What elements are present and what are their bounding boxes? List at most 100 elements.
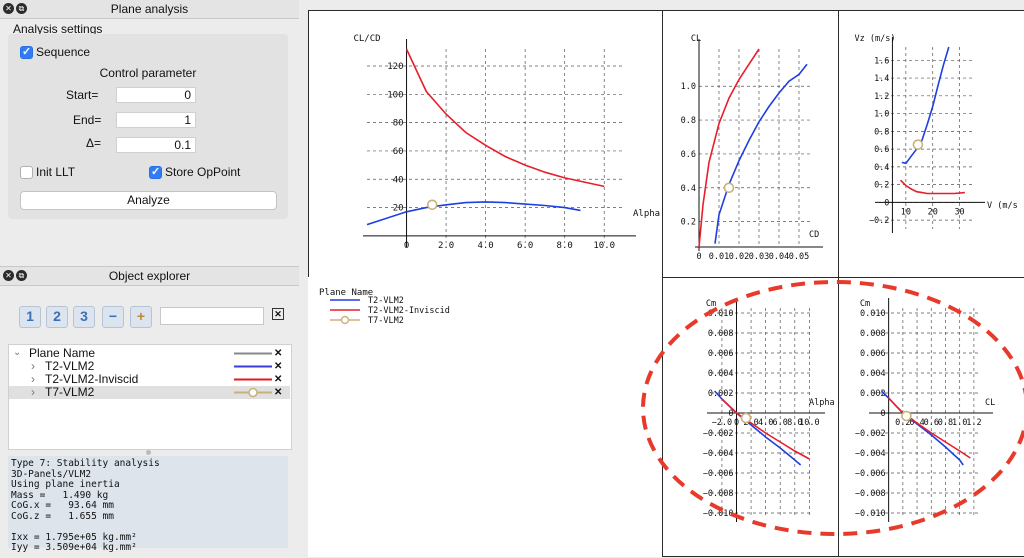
filter-input[interactable] bbox=[160, 307, 264, 325]
analyze-button[interactable]: Analyze bbox=[20, 191, 277, 210]
collapse-button[interactable]: − bbox=[102, 306, 124, 328]
y-tick-label: 1.0 bbox=[874, 110, 889, 120]
y-axis-label: Cm bbox=[706, 299, 716, 309]
cm-vs-alpha-pane[interactable]: −2.0 0 2.0 4.0 6.0 8.0 10.0 −0.010 −0.008 −0.006−… bbox=[662, 277, 839, 557]
x-tick-label: 30 bbox=[954, 207, 964, 217]
cl-vs-cd-chart[interactable]: 0 0.01 0.02 0.03 0.04 0.05 0.2 0.4 0.6 0.8 1.0 CD CL bbox=[663, 11, 837, 276]
x-tick-label: 0 bbox=[734, 418, 739, 428]
x-axis-label: CL bbox=[985, 398, 995, 408]
y-tick-label: 0.4 bbox=[681, 184, 696, 194]
cm-vs-cl-pane[interactable]: 0.2 0.4 0.6 0.8 1.0 1.2 −0.010 −0.008 −0.006 −0.0… bbox=[838, 277, 1024, 557]
tree-item-t2-vlm2-inviscid[interactable]: › T2-VLM2-Inviscid ✕ bbox=[9, 373, 289, 386]
x-tick-label: 10.0 bbox=[799, 418, 819, 428]
x-tick-label: 0.05 bbox=[789, 252, 809, 262]
info-line: Using plane inertia bbox=[11, 479, 120, 490]
section-title: Analysis settings bbox=[13, 22, 103, 36]
tree-item-label: T7-VLM2 bbox=[45, 385, 95, 399]
float-icon[interactable]: ⧉ bbox=[16, 3, 27, 14]
expand-button[interactable]: + bbox=[130, 306, 152, 328]
x-tick-label: 1.0 bbox=[952, 418, 967, 428]
y-tick-label: 0.6 bbox=[681, 150, 696, 160]
store-oppoint-checkbox[interactable] bbox=[149, 165, 162, 179]
oppoint-marker bbox=[912, 139, 924, 150]
y-tick-label: 60 bbox=[393, 147, 404, 157]
legend-entry: T2-VLM2 bbox=[368, 296, 404, 306]
header-line-style bbox=[234, 352, 272, 355]
x-tick-label: 8.0 bbox=[557, 241, 573, 251]
y-tick-label: 0.004 bbox=[708, 369, 734, 379]
delete-icon[interactable]: ✕ bbox=[274, 348, 283, 359]
y-tick-label: 0 bbox=[881, 409, 886, 419]
oppoint-marker bbox=[901, 410, 912, 422]
x-tick-label: 0.2 bbox=[895, 418, 910, 428]
float-icon[interactable]: ⧉ bbox=[16, 270, 27, 281]
x-tick-label: 0.03 bbox=[749, 252, 769, 262]
store-oppoint-label: Store OpPoint bbox=[165, 165, 241, 179]
series-line-t2-vlm2 bbox=[714, 63, 808, 244]
chevron-right-icon[interactable]: › bbox=[31, 359, 35, 373]
x-tick-label: 10 bbox=[901, 207, 911, 217]
close-icon[interactable]: ✕ bbox=[3, 270, 14, 281]
series-line-t2-vlm2-inviscid bbox=[698, 48, 760, 248]
delete-icon[interactable]: ✕ bbox=[274, 387, 283, 398]
y-tick-label: 20 bbox=[393, 204, 404, 214]
y-tick-label: 0.010 bbox=[860, 309, 886, 319]
sequence-checkbox[interactable] bbox=[20, 45, 33, 59]
tree-item-t2-vlm2[interactable]: › T2-VLM2 ✕ bbox=[9, 360, 289, 373]
vz-vs-v-chart[interactable]: 10 20 30 −0.2 0 0.2 0.4 0.6 0.8 1.0 1.2 1.4 1.6 V (m/… bbox=[839, 11, 1023, 276]
delta-label: Δ= bbox=[86, 136, 102, 150]
clear-filter-icon[interactable]: ✕ bbox=[272, 308, 284, 320]
start-label: Start= bbox=[66, 88, 99, 102]
x-tick-label: 6.0 bbox=[517, 241, 533, 251]
oppoint-marker bbox=[426, 199, 438, 211]
y-tick-label: 0.002 bbox=[708, 389, 734, 399]
chevron-right-icon[interactable]: › bbox=[31, 385, 35, 399]
y-tick-label: 80 bbox=[393, 119, 404, 129]
chevron-down-icon[interactable]: ⌄ bbox=[13, 347, 22, 358]
y-tick-label: 0.006 bbox=[860, 349, 886, 359]
delete-icon[interactable]: ✕ bbox=[274, 361, 283, 372]
line-style-red bbox=[234, 378, 272, 381]
x-tick-label: 2.0 bbox=[438, 241, 454, 251]
info-line: Ixx = 1.795e+05 kg.mm² bbox=[11, 531, 137, 543]
init-llt-label: Init LLT bbox=[36, 165, 76, 179]
y-tick-label: 0 bbox=[728, 409, 733, 419]
init-llt-checkbox[interactable] bbox=[20, 166, 33, 179]
tree-header[interactable]: ⌄ Plane Name ✕ bbox=[9, 347, 289, 360]
y-tick-label: 0.6 bbox=[874, 145, 889, 155]
end-input[interactable]: 1 bbox=[116, 112, 196, 128]
tree-item-label: T2-VLM2-Inviscid bbox=[45, 372, 139, 386]
cm-vs-cl-chart[interactable]: 0.20.40.60.81.01.2−0.010−0.008−0.006−0.0… bbox=[839, 278, 1023, 555]
legend-title: Plane Name bbox=[319, 288, 373, 298]
start-input[interactable]: 0 bbox=[116, 87, 196, 103]
x-tick-label: −2.0 bbox=[712, 418, 732, 428]
info-line: Iyy = 3.509e+04 kg.mm² bbox=[11, 542, 137, 553]
x-tick-label: 0 bbox=[696, 252, 701, 262]
y-tick-label: −0.008 bbox=[855, 489, 886, 499]
plane-analysis-titlebar: ✕ ⧉ Plane analysis bbox=[0, 0, 299, 19]
splitter-handle[interactable] bbox=[146, 450, 151, 455]
y-tick-label: −0.002 bbox=[703, 429, 734, 439]
panel-title: Object explorer bbox=[108, 269, 191, 283]
sequence-label: Sequence bbox=[36, 45, 91, 59]
y-axis-label: CL bbox=[691, 34, 701, 44]
cl-cd-vs-alpha-chart[interactable]: 0 2.0 4.0 6.0 8.0 10.0 20 40 60 80 100 120 Alpha CL/C… bbox=[309, 11, 661, 276]
cl-cd-vs-alpha-pane[interactable]: 0 2.0 4.0 6.0 8.0 10.0 20 40 60 80 100 120 Alpha CL/C… bbox=[308, 10, 663, 278]
vz-vs-v-pane[interactable]: 10 20 30 −0.2 0 0.2 0.4 0.6 0.8 1.0 1.2 1.4 1.6 V (m/… bbox=[838, 10, 1024, 278]
plane-analysis-panel: ✕ ⧉ Plane analysis Analysis settings Seq… bbox=[0, 0, 299, 265]
tree-item-t7-vlm2[interactable]: › T7-VLM2 ✕ bbox=[9, 386, 290, 399]
x-tick-label: 0.01 bbox=[709, 252, 729, 262]
close-icon[interactable]: ✕ bbox=[3, 3, 14, 14]
series-line-t2-vlm2-inviscid bbox=[721, 398, 810, 460]
cm-vs-alpha-chart[interactable]: −2.0 0 2.0 4.0 6.0 8.010.0−0.010−0.008−0.006−… bbox=[663, 278, 837, 555]
expand-level-3-button[interactable]: 3 bbox=[73, 306, 95, 328]
expand-level-2-button[interactable]: 2 bbox=[46, 306, 68, 328]
expand-level-1-button[interactable]: 1 bbox=[19, 306, 41, 328]
delete-icon[interactable]: ✕ bbox=[274, 374, 283, 385]
info-line: Type 7: Stability analysis bbox=[11, 458, 160, 469]
y-tick-label: 0.004 bbox=[860, 369, 886, 379]
cl-vs-cd-pane[interactable]: 0 0.01 0.02 0.03 0.04 0.05 0.2 0.4 0.6 0.8 1.0 CD CL bbox=[662, 10, 839, 278]
chevron-right-icon[interactable]: › bbox=[31, 372, 35, 386]
object-explorer-titlebar: ✕ ⧉ Object explorer bbox=[0, 267, 299, 286]
delta-input[interactable]: 0.1 bbox=[116, 137, 196, 153]
